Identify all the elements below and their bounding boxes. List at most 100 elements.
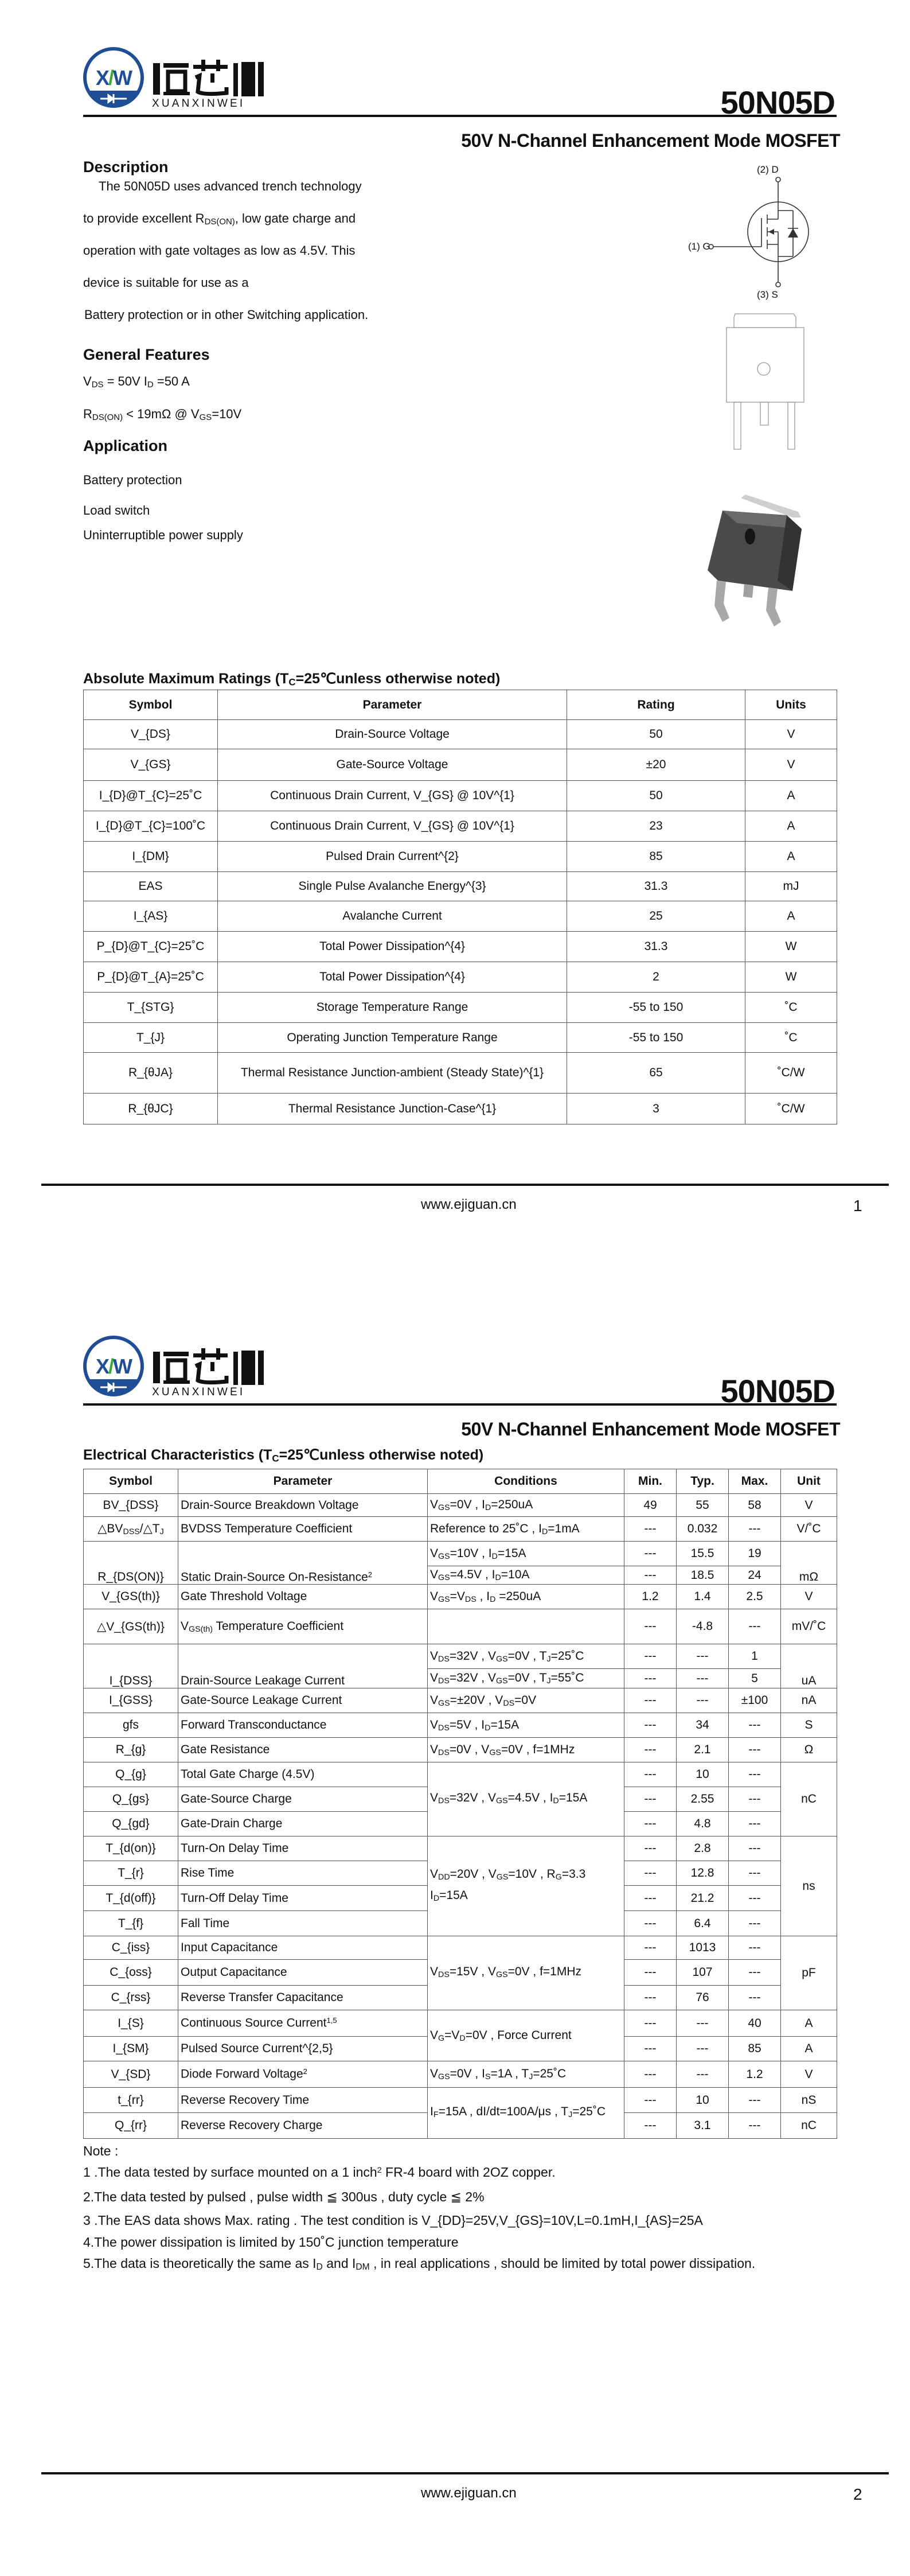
- cell-min: ---: [624, 2112, 677, 2139]
- cell-min: 49: [624, 1493, 677, 1517]
- cell-parameter: Total Power Dissipation^{4}: [217, 931, 567, 962]
- cell-symbol: I_{DSS}: [83, 1644, 178, 1688]
- cell-unit: nS: [780, 2087, 837, 2113]
- cell-symbol: R_{DS(ON)}: [83, 1541, 178, 1585]
- cell-parameter: Output Capacitance: [178, 1959, 428, 1986]
- feature-line: VDS = 50V ID =50 A: [83, 374, 190, 390]
- cell-conditions: VDD=20V , VGS=10V , RG=3.3 ID=15A: [427, 1836, 624, 1936]
- cell-rating: 3: [567, 1093, 745, 1124]
- cell-min: ---: [624, 1959, 677, 1986]
- cell-symbol: EAS: [83, 871, 218, 901]
- cell-conditions: VGS=10V , ID=15A: [427, 1541, 624, 1566]
- cell-unit: uA: [780, 1644, 837, 1688]
- cell-conditions: VDS=32V , VGS=0V , TJ=25˚C: [427, 1644, 624, 1669]
- footer-website-link[interactable]: www.ejiguan.cn: [421, 2485, 517, 2501]
- cell-units: V: [745, 749, 837, 781]
- cell-typ: 2.8: [676, 1836, 729, 1861]
- note-item: 3 .The EAS data shows Max. rating . The …: [83, 2213, 703, 2228]
- cell-typ: 55: [676, 1493, 729, 1517]
- cell-conditions: VDS=32V , VGS=4.5V , ID=15A: [427, 1762, 624, 1836]
- cell-parameter: Thermal Resistance Junction-ambient (Ste…: [217, 1052, 567, 1094]
- cell-symbol: gfs: [83, 1713, 178, 1738]
- cell-min: 1.2: [624, 1584, 677, 1609]
- cell-parameter: Gate-Source Voltage: [217, 749, 567, 781]
- package-outline-drawing: [726, 313, 804, 450]
- cell-unit: S: [780, 1713, 837, 1738]
- cell-max: ---: [728, 1885, 781, 1911]
- cell-symbol: C_{iss}: [83, 1936, 178, 1960]
- cell-min: ---: [624, 2036, 677, 2061]
- description-line: Battery protection or in other Switching…: [84, 308, 369, 322]
- column-header-conditions: Conditions: [427, 1469, 624, 1494]
- cell-typ: 10: [676, 1762, 729, 1787]
- cell-max: ---: [728, 2112, 781, 2139]
- cell-unit: pF: [780, 1936, 837, 2010]
- cell-symbol: t_{rr}: [83, 2087, 178, 2113]
- cell-symbol: I_{S}: [83, 2010, 178, 2037]
- description-line: to provide excellent RDS(ON), low gate c…: [83, 211, 356, 227]
- cell-units: A: [745, 841, 837, 872]
- cell-min: ---: [624, 2010, 677, 2037]
- cell-rating: 25: [567, 901, 745, 932]
- table-row: T_{d(off)} Turn-Off Delay Time --- 21.2 ---: [83, 1885, 837, 1911]
- cell-typ: 0.032: [676, 1516, 729, 1542]
- application-item: Uninterruptible power supply: [83, 528, 243, 542]
- footer-website-link[interactable]: www.ejiguan.cn: [421, 1197, 517, 1212]
- cell-max: ---: [728, 1762, 781, 1787]
- cell-conditions: Reference to 25˚C , ID=1mA: [427, 1516, 624, 1542]
- cell-min: ---: [624, 1688, 677, 1713]
- cell-unit: nC: [780, 2112, 837, 2139]
- drain-pin-label: (2) D: [757, 164, 779, 175]
- cell-max: ---: [728, 1713, 781, 1738]
- cell-conditions: VDS=5V , ID=15A: [427, 1713, 624, 1738]
- cell-symbol: V_{GS}: [83, 749, 218, 781]
- table-row: R_{θJA} Thermal Resistance Junction-ambie…: [83, 1052, 837, 1094]
- cell-symbol: T_{J}: [83, 1022, 218, 1053]
- cell-units: A: [745, 811, 837, 842]
- cell-conditions: VGS=0V , IS=1A , TJ=25˚C: [427, 2061, 624, 2088]
- feature-line: RDS(ON) < 19mΩ @ VGS=10V: [83, 407, 242, 422]
- cell-max: ---: [728, 1516, 781, 1542]
- cell-rating: ±20: [567, 749, 745, 781]
- cell-parameter: VGS(th) Temperature Coefficient: [178, 1609, 428, 1644]
- cell-symbol: I_{D}@T_{C}=100˚C: [83, 811, 218, 842]
- cell-rating: 50: [567, 719, 745, 749]
- electrical-title: Electrical Characteristics (TC=25℃unless…: [83, 1447, 484, 1464]
- header-divider: [83, 115, 837, 117]
- cell-unit: V: [780, 1493, 837, 1517]
- cell-typ: 2.55: [676, 1787, 729, 1812]
- cell-typ: ---: [676, 1644, 729, 1669]
- cell-units: ˚C: [745, 992, 837, 1023]
- column-header-units: Units: [745, 690, 837, 720]
- cell-symbol: I_{SM}: [83, 2036, 178, 2061]
- application-heading: Application: [83, 437, 167, 454]
- cell-units: mJ: [745, 871, 837, 901]
- cell-max: ---: [728, 1836, 781, 1861]
- cell-parameter: Storage Temperature Range: [217, 992, 567, 1023]
- cell-rating: 85: [567, 841, 745, 872]
- cell-parameter: Continuous Drain Current, V_{GS} @ 10V^{…: [217, 811, 567, 842]
- column-header-symbol: Symbol: [83, 690, 218, 720]
- column-header-rating: Rating: [567, 690, 745, 720]
- cell-max: 85: [728, 2036, 781, 2061]
- cell-typ: ---: [676, 1668, 729, 1688]
- table-row: △V_{GS(th)} VGS(th) Temperature Coefficie…: [83, 1609, 837, 1644]
- cell-unit: V: [780, 2061, 837, 2088]
- column-header-max: Max.: [728, 1469, 781, 1494]
- part-number: 50N05D: [720, 1373, 835, 1409]
- cell-symbol: T_{f}: [83, 1910, 178, 1936]
- cell-parameter: Reverse Recovery Time: [178, 2087, 428, 2113]
- cell-min: ---: [624, 1910, 677, 1936]
- cell-symbol: V_{SD}: [83, 2061, 178, 2088]
- cell-symbol: C_{rss}: [83, 1985, 178, 2010]
- cell-symbol: △V_{GS(th)}: [83, 1609, 178, 1644]
- cell-max: 1.2: [728, 2061, 781, 2088]
- abs-max-ratings-table: Symbol Parameter Rating Units V_{DS} Drain-So…: [83, 690, 837, 1124]
- cell-unit: nA: [780, 1688, 837, 1713]
- application-item: Load switch: [83, 503, 150, 517]
- cell-unit: mΩ: [780, 1541, 837, 1585]
- cell-parameter: BVDSS Temperature Coefficient: [178, 1516, 428, 1542]
- cell-rating: 31.3: [567, 871, 745, 901]
- table-row: I_{SM} Pulsed Source Current^{2,5} --- --- 8…: [83, 2036, 837, 2061]
- table-row: I_{D}@T_{C}=100˚C Continuous Drain Curren…: [83, 811, 837, 842]
